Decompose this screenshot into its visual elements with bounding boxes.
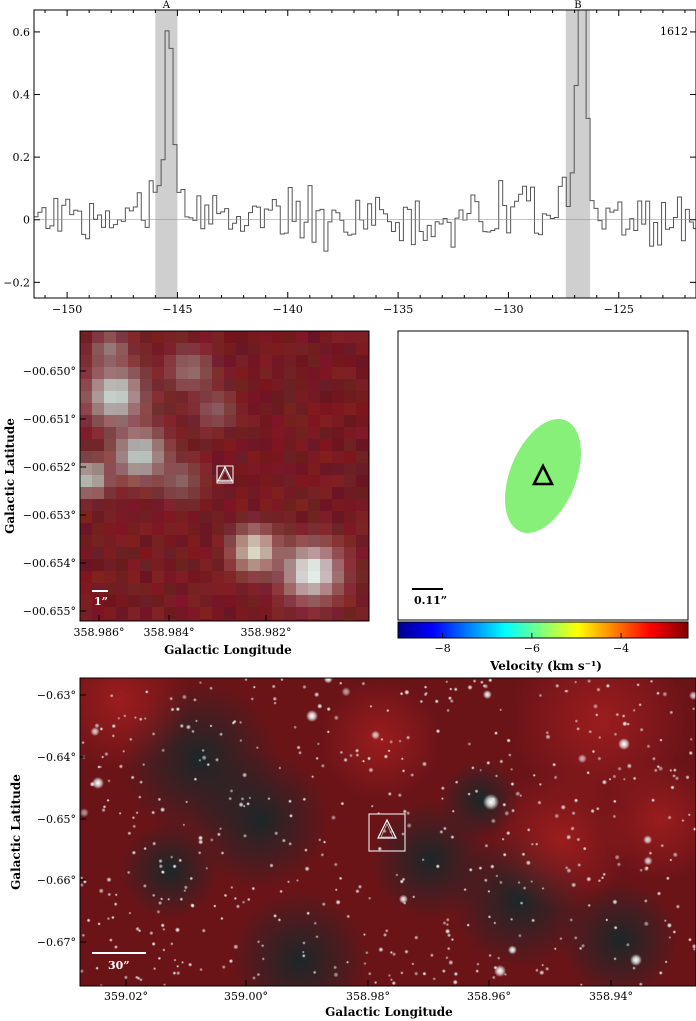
x-tick-label: −135	[383, 303, 413, 316]
x-tick-label: −130	[493, 303, 523, 316]
zoom-triangle-marker	[217, 465, 233, 482]
colorbar-label: Velocity (km s⁻¹)	[489, 659, 602, 673]
maser-velocity-ellipse	[505, 419, 581, 533]
x-tick-label: −140	[273, 303, 303, 316]
velocity-colorbar	[397, 621, 689, 639]
zoom-xlabel: Galactic Longitude	[164, 643, 292, 657]
velocity-map-panel: 0.11” −8 −6 −4 Velocity (km s⁻¹)	[397, 330, 689, 673]
zoom-x-tick-label: 358.986°	[74, 626, 125, 639]
zoom-x-tick-label: 358.982°	[241, 626, 292, 639]
wide-y-tick-label: −0.67°	[37, 936, 76, 949]
wide-y-tick-label: −0.66°	[37, 874, 76, 887]
region-label: A	[162, 0, 171, 11]
spectrum-frame	[33, 9, 696, 299]
wide-scale-label: 30”	[108, 959, 130, 972]
zoom-scale-label: 1”	[94, 595, 108, 608]
spectrum-line	[34, 10, 696, 252]
zoom-ylabel: Galactic Latitude	[3, 418, 17, 534]
zoom-y-tick-label: −00.651°	[23, 413, 76, 426]
wide-x-tick-label: 358.94°	[589, 990, 633, 1003]
zoom-frame	[79, 330, 370, 622]
zoom-y-tick-label: −00.655°	[23, 605, 76, 618]
wide-triangle-marker	[377, 818, 397, 839]
highlight-region	[155, 10, 178, 298]
velocity-triangle-marker	[531, 463, 555, 486]
y-tick-label: 0.2	[13, 151, 31, 164]
wide-ylabel: Galactic Latitude	[9, 774, 23, 890]
x-tick-label: −150	[52, 303, 82, 316]
zoom-y-tick-label: −00.650°	[23, 365, 76, 378]
spectrum-panel: A B −150 −145 −140 −135 −130 −125 −0.2 0 0.2 0.4 0.6…	[3, 0, 696, 316]
wide-x-tick-label: 358.98°	[346, 990, 390, 1003]
velocity-scale-label: 0.11”	[414, 594, 447, 607]
y-tick-label: 0.4	[13, 89, 31, 102]
wide-y-tick-label: −0.64°	[37, 751, 76, 764]
wide-y-tick-label: −0.65°	[37, 813, 76, 826]
zoom-infrared-panel: 358.986° 358.984° 358.982° −00.650° −00.651°…	[3, 330, 370, 657]
y-tick-label: −0.2	[3, 276, 30, 289]
y-tick-label: 0.6	[13, 26, 31, 39]
wide-frame	[79, 677, 696, 987]
y-tick-label: 0	[23, 214, 30, 227]
zoom-y-tick-label: −00.654°	[23, 557, 76, 570]
x-tick-label: −125	[604, 303, 634, 316]
zoom-pixel-grid	[80, 331, 369, 621]
wide-field-panel: 359.02° 359.00° 358.98° 358.96° 358.94° −0.63…	[9, 677, 696, 1019]
zoom-y-tick-label: −00.652°	[23, 461, 76, 474]
wide-field-stars	[80, 678, 696, 986]
spectrum-label: 1612	[660, 25, 688, 38]
wide-xlabel: Galactic Longitude	[325, 1005, 453, 1019]
wide-marker-box	[368, 813, 406, 852]
colorbar-tick-label: −4	[613, 642, 629, 655]
region-label: B	[574, 0, 581, 11]
wide-x-tick-label: 359.00°	[224, 990, 268, 1003]
colorbar-tick-label: −6	[524, 642, 540, 655]
wide-x-tick-label: 358.96°	[467, 990, 511, 1003]
wide-y-tick-label: −0.63°	[37, 689, 76, 702]
x-tick-label: −145	[162, 303, 192, 316]
colorbar-tick-label: −8	[435, 642, 451, 655]
zoom-y-tick-label: −00.653°	[23, 509, 76, 522]
wide-x-tick-label: 359.02°	[104, 990, 148, 1003]
zoom-x-tick-label: 358.984°	[144, 626, 195, 639]
